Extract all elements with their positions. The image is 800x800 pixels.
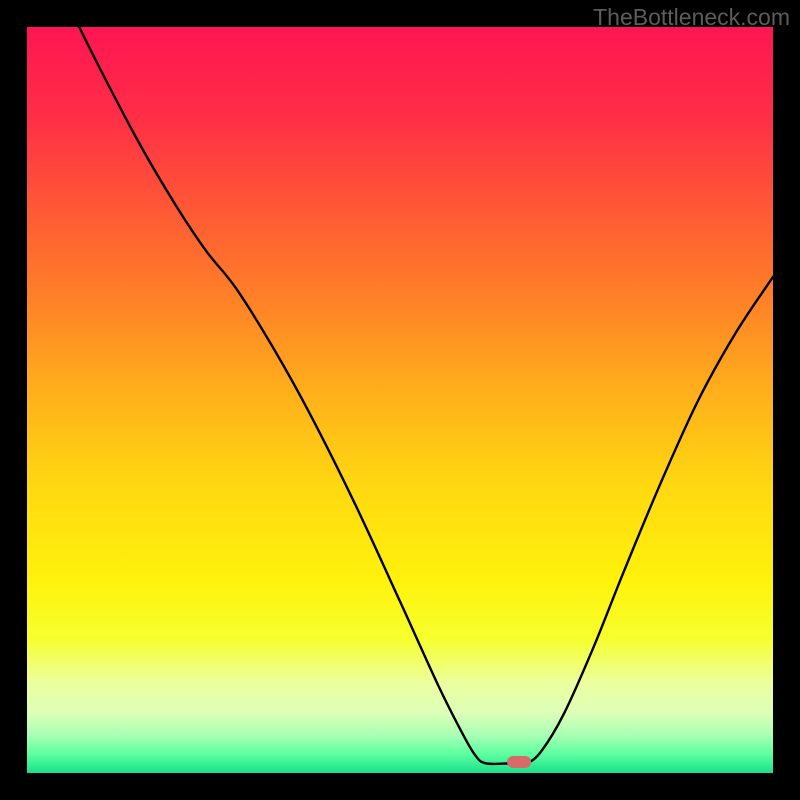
- bottleneck-curve: [27, 27, 773, 773]
- chart-plot-area: [27, 27, 773, 773]
- bottleneck-curve-path: [79, 27, 773, 764]
- optimal-point-marker: [507, 756, 531, 768]
- watermark-text: TheBottleneck.com: [593, 4, 790, 31]
